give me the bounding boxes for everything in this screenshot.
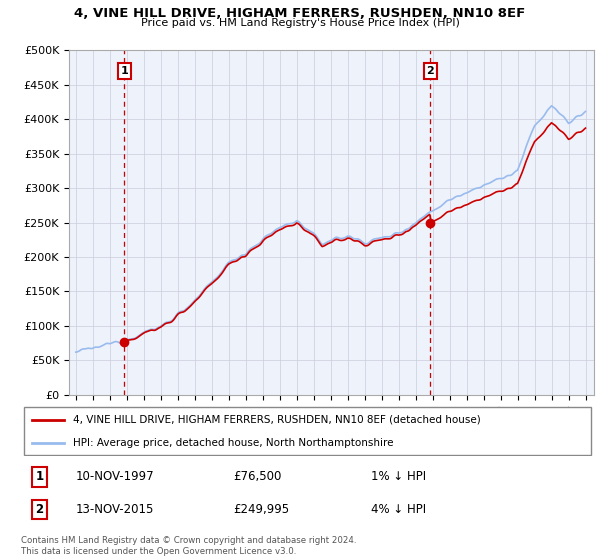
FancyBboxPatch shape xyxy=(24,407,591,455)
Text: 13-NOV-2015: 13-NOV-2015 xyxy=(76,503,154,516)
Text: 4% ↓ HPI: 4% ↓ HPI xyxy=(371,503,425,516)
Text: 1% ↓ HPI: 1% ↓ HPI xyxy=(371,470,425,483)
Text: 1: 1 xyxy=(35,470,43,483)
Text: Price paid vs. HM Land Registry's House Price Index (HPI): Price paid vs. HM Land Registry's House … xyxy=(140,18,460,29)
Text: Contains HM Land Registry data © Crown copyright and database right 2024.
This d: Contains HM Land Registry data © Crown c… xyxy=(21,536,356,556)
Text: HPI: Average price, detached house, North Northamptonshire: HPI: Average price, detached house, Nort… xyxy=(73,438,393,448)
Text: 2: 2 xyxy=(35,503,43,516)
Text: 10-NOV-1997: 10-NOV-1997 xyxy=(76,470,154,483)
Text: 1: 1 xyxy=(121,66,128,76)
Text: 4, VINE HILL DRIVE, HIGHAM FERRERS, RUSHDEN, NN10 8EF: 4, VINE HILL DRIVE, HIGHAM FERRERS, RUSH… xyxy=(74,7,526,20)
Text: £249,995: £249,995 xyxy=(233,503,289,516)
Text: £76,500: £76,500 xyxy=(233,470,281,483)
Text: 2: 2 xyxy=(427,66,434,76)
Text: 4, VINE HILL DRIVE, HIGHAM FERRERS, RUSHDEN, NN10 8EF (detached house): 4, VINE HILL DRIVE, HIGHAM FERRERS, RUSH… xyxy=(73,414,481,424)
